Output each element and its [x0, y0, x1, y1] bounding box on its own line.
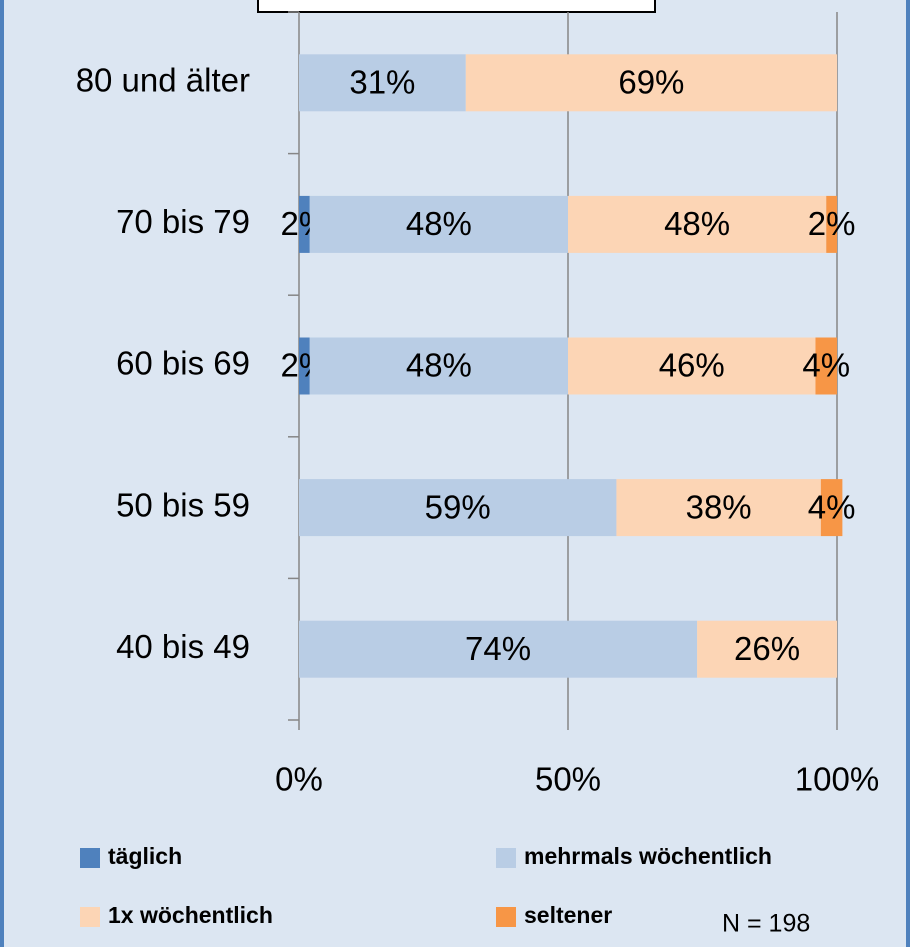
frame-left [0, 0, 4, 947]
data-label: 38% [686, 488, 752, 525]
title-box [257, 0, 656, 13]
x-tick-label: 100% [795, 761, 879, 798]
y-tick-label: 80 und älter [76, 62, 250, 99]
legend-label: seltener [524, 902, 612, 928]
data-label: 4% [802, 347, 850, 384]
annotation: N = 198 [722, 910, 810, 938]
bar-segment [309, 337, 568, 395]
data-label: 59% [425, 488, 491, 525]
data-label: 31% [349, 64, 415, 101]
y-tick-label: 40 bis 49 [116, 628, 250, 665]
x-tick-label: 50% [535, 761, 601, 798]
bar-segment [299, 195, 310, 253]
bar-segment [568, 337, 816, 395]
bar-segment [697, 620, 837, 678]
bar-segment [826, 195, 837, 253]
x-tick-label: 0% [275, 761, 323, 798]
bar-segment [299, 54, 466, 112]
data-label: 74% [465, 630, 531, 667]
data-label: 48% [406, 205, 472, 242]
bar-segment [299, 620, 698, 678]
bar-segment [815, 337, 837, 395]
data-label: 46% [659, 347, 725, 384]
data-label: 48% [664, 205, 730, 242]
y-tick-label: 50 bis 59 [116, 486, 250, 523]
legend-swatch [80, 907, 100, 927]
data-label: 26% [734, 630, 800, 667]
data-label: 69% [618, 64, 684, 101]
legend-swatch [80, 848, 100, 868]
legend-swatch [496, 848, 516, 868]
legend-label: mehrmals wöchentlich [524, 843, 772, 869]
y-tick-label: 70 bis 79 [116, 203, 250, 240]
y-tick-label: 60 bis 69 [116, 345, 250, 382]
frame-right [906, 0, 910, 947]
bar-segment [465, 54, 837, 112]
bar-segment [299, 479, 617, 537]
data-label: 4% [808, 488, 856, 525]
legend-label: täglich [108, 843, 182, 869]
bar-segment [616, 479, 821, 537]
bar-segment [820, 479, 843, 537]
bar-segment [568, 195, 827, 253]
data-label: 2% [808, 205, 856, 242]
legend-label: 1x wöchentlich [108, 902, 273, 928]
legend-swatch [496, 907, 516, 927]
bar-segment [309, 195, 568, 253]
bar-segment [299, 337, 310, 395]
data-label: 48% [406, 347, 472, 384]
